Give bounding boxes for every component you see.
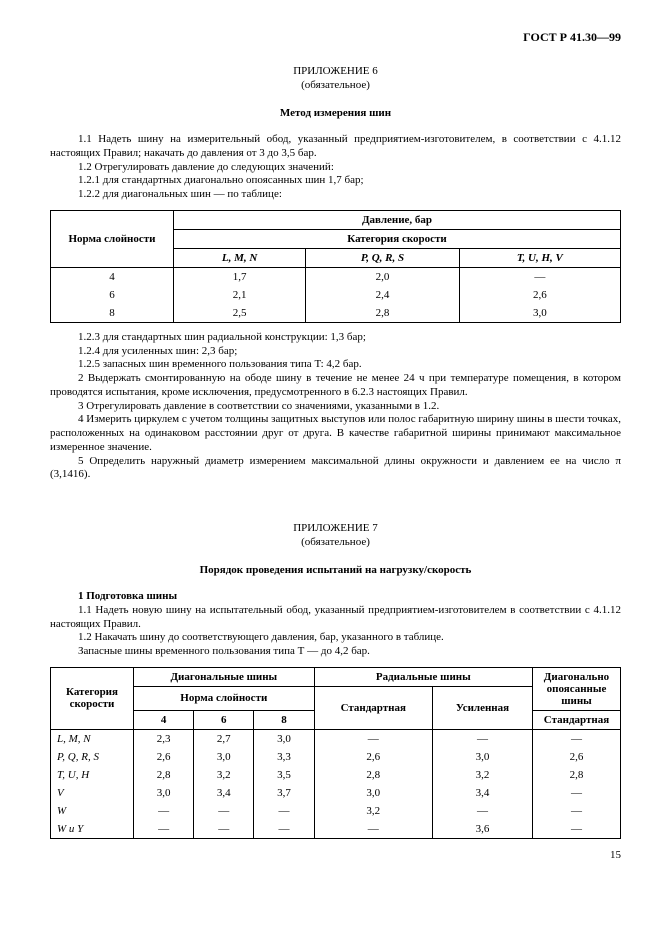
para-1-2: 1.2 Отрегулировать давление до следующих… bbox=[50, 161, 621, 175]
appendix7-title: ПРИЛОЖЕНИЕ 7 bbox=[50, 522, 621, 534]
t1-c0: L, M, N bbox=[174, 248, 306, 267]
t2-diag: Диагональные шины bbox=[134, 667, 315, 686]
t2-rein: Усиленная bbox=[432, 686, 532, 729]
table-row: T, U, H2,83,23,52,83,22,8 bbox=[51, 766, 621, 784]
table-row: 4 1,7 2,0 — bbox=[51, 267, 621, 286]
table-row: P, Q, R, S2,63,03,32,63,02,6 bbox=[51, 748, 621, 766]
para-2: 2 Выдержать смонтированную на ободе шину… bbox=[50, 372, 621, 400]
t2-cat: Категория скорости bbox=[51, 667, 134, 729]
para-1-2-3: 1.2.3 для стандартных шин радиальной кон… bbox=[50, 331, 621, 345]
para-3: 3 Отрегулировать давление в соответствии… bbox=[50, 400, 621, 414]
appendix7-heading: Порядок проведения испытаний на нагрузку… bbox=[50, 564, 621, 576]
t2-belt: Диагонально опоясанные шины bbox=[533, 667, 621, 710]
para-4: 4 Измерить циркулем с учетом толщины защ… bbox=[50, 413, 621, 454]
para-1-2-2: 1.2.2 для диагональных шин — по таблице: bbox=[50, 188, 621, 202]
t1-c2: T, U, H, V bbox=[459, 248, 620, 267]
t1-colsub: Категория скорости bbox=[174, 229, 621, 248]
para7-1-2b: Запасные шины временного пользования тип… bbox=[50, 645, 621, 659]
para-1-2-5: 1.2.5 запасных шин временного пользовани… bbox=[50, 358, 621, 372]
table-row: W———3,2—— bbox=[51, 802, 621, 820]
t1-colgroup: Давление, бар bbox=[174, 210, 621, 229]
table-test-pressure: Категория скорости Диагональные шины Рад… bbox=[50, 667, 621, 839]
t2-beltstd: Стандартная bbox=[533, 710, 621, 729]
sec-1: 1 Подготовка шины bbox=[50, 590, 621, 604]
t2-rad: Радиальные шины bbox=[314, 667, 532, 686]
t2-ply: Норма слойности bbox=[134, 686, 315, 710]
table-row: W и Y————3,6— bbox=[51, 820, 621, 839]
document-id: ГОСТ Р 41.30—99 bbox=[50, 30, 621, 45]
para-1-1: 1.1 Надеть шину на измерительный обод, у… bbox=[50, 133, 621, 161]
appendix6-title: ПРИЛОЖЕНИЕ 6 bbox=[50, 65, 621, 77]
table-row: L, M, N2,32,73,0——— bbox=[51, 729, 621, 748]
table-row: 6 2,1 2,4 2,6 bbox=[51, 286, 621, 304]
appendix6-heading: Метод измерения шин bbox=[50, 107, 621, 119]
appendix6-sub: (обязательное) bbox=[50, 79, 621, 91]
page-number: 15 bbox=[50, 849, 621, 861]
table-pressure: Норма слойности Давление, бар Категория … bbox=[50, 210, 621, 323]
t1-row-header: Норма слойности bbox=[51, 210, 174, 267]
table-row: V3,03,43,73,03,4— bbox=[51, 784, 621, 802]
appendix7-sub: (обязательное) bbox=[50, 536, 621, 548]
para-5: 5 Определить наружный диаметр измерением… bbox=[50, 455, 621, 483]
para7-1-2: 1.2 Накачать шину до соответствующего да… bbox=[50, 631, 621, 645]
t2-std: Стандартная bbox=[314, 686, 432, 729]
para7-1-1: 1.1 Надеть новую шину на испытательный о… bbox=[50, 604, 621, 632]
para-1-2-1: 1.2.1 для стандартных диагонально опояса… bbox=[50, 174, 621, 188]
t1-c1: P, Q, R, S bbox=[306, 248, 459, 267]
para-1-2-4: 1.2.4 для усиленных шин: 2,3 бар; bbox=[50, 345, 621, 359]
table-row: 8 2,5 2,8 3,0 bbox=[51, 304, 621, 323]
